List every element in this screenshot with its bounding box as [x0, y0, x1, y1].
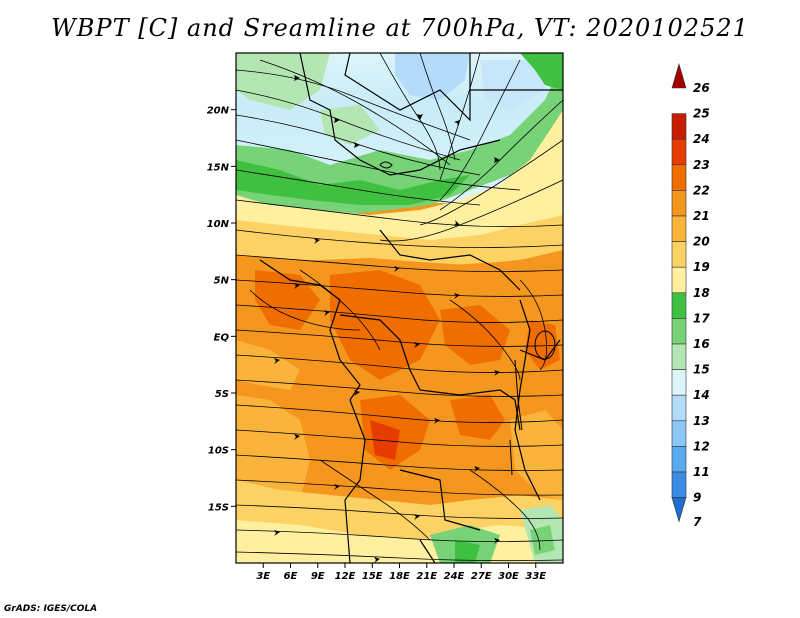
lat-tick-label: 5S	[215, 389, 229, 400]
colorbar-swatch	[671, 292, 687, 319]
lat-tick-label: 20N	[207, 106, 230, 117]
colorbar-swatch	[671, 138, 687, 166]
grads-credit: GrADS: IGES/COLA	[4, 604, 98, 614]
lon-tick-label: 30E	[498, 571, 519, 582]
lakes	[379, 161, 556, 476]
colorbar-label: 25	[693, 107, 710, 121]
colorbar-swatch	[671, 343, 687, 370]
colorbar-label: 13	[693, 414, 710, 428]
colorbar-swatch	[671, 215, 687, 242]
lon-tick-label: 18E	[389, 571, 410, 582]
colorbar-swatch	[671, 420, 687, 447]
colorbar-label: 15	[693, 363, 710, 377]
colorbar-label: 19	[693, 260, 710, 274]
lat-tick-label: EQ	[214, 332, 230, 343]
colorbar: 26 25 24 23 22 21 20 19 18 17 16 15 14 13 12 11 9 7	[671, 62, 710, 529]
lon-tick-label: 24E	[444, 571, 465, 582]
lat-tick-label: 15S	[208, 502, 229, 513]
latitude-axis: 20N 15N 10N 5N EQ 5S 10S 15S	[207, 106, 236, 513]
temperature-field	[236, 53, 563, 563]
colorbar-label: 24	[693, 132, 710, 146]
colorbar-swatch	[671, 394, 687, 422]
lon-tick-label: 21E	[416, 571, 437, 582]
lon-tick-label: 9E	[311, 571, 325, 582]
colorbar-label: 21	[693, 209, 710, 223]
colorbar-swatch	[671, 113, 687, 140]
colorbar-label: 7	[693, 515, 702, 529]
colorbar-swatch	[671, 446, 687, 473]
colorbar-label: 14	[693, 388, 710, 402]
map-title: WBPT [C] and Sreamline at 700hPa, VT: 20…	[51, 14, 749, 42]
colorbar-label: 22	[693, 183, 710, 197]
colorbar-swatch	[671, 62, 687, 89]
colorbar-swatch	[671, 266, 687, 294]
colorbar-swatch	[671, 318, 687, 345]
colorbar-label: 12	[693, 439, 710, 453]
lat-tick-label: 10S	[208, 446, 229, 457]
colorbar-label: 16	[693, 337, 710, 351]
colorbar-label: 18	[693, 286, 710, 300]
colorbar-label: 9	[693, 491, 701, 505]
lon-tick-label: 27E	[471, 571, 492, 582]
lat-tick-label: 10N	[207, 219, 230, 230]
colorbar-label: 17	[693, 311, 710, 325]
lon-tick-label: 33E	[525, 571, 546, 582]
lon-tick-label: 12E	[335, 571, 356, 582]
lon-tick-label: 6E	[284, 571, 298, 582]
lon-tick-label: 3E	[256, 571, 270, 582]
colorbar-swatch	[671, 241, 687, 268]
lat-tick-label: 5N	[214, 276, 230, 287]
colorbar-label: 23	[693, 158, 710, 172]
colorbar-label: 11	[693, 465, 710, 479]
lat-tick-label: 15N	[207, 162, 230, 173]
colorbar-swatch	[671, 471, 687, 498]
lon-tick-label: 15E	[362, 571, 383, 582]
colorbar-label: 26	[693, 81, 710, 95]
colorbar-swatch	[671, 190, 687, 217]
streamline-arrows	[274, 75, 500, 563]
colorbar-swatch	[671, 497, 687, 523]
colorbar-label: 20	[693, 235, 710, 249]
country-borders	[259, 53, 563, 563]
colorbar-swatch	[671, 164, 687, 191]
colorbar-swatch	[671, 369, 687, 396]
longitude-axis: 3E 6E 9E 12E 15E 18E 21E 24E 27E 30E 33E	[256, 563, 546, 582]
